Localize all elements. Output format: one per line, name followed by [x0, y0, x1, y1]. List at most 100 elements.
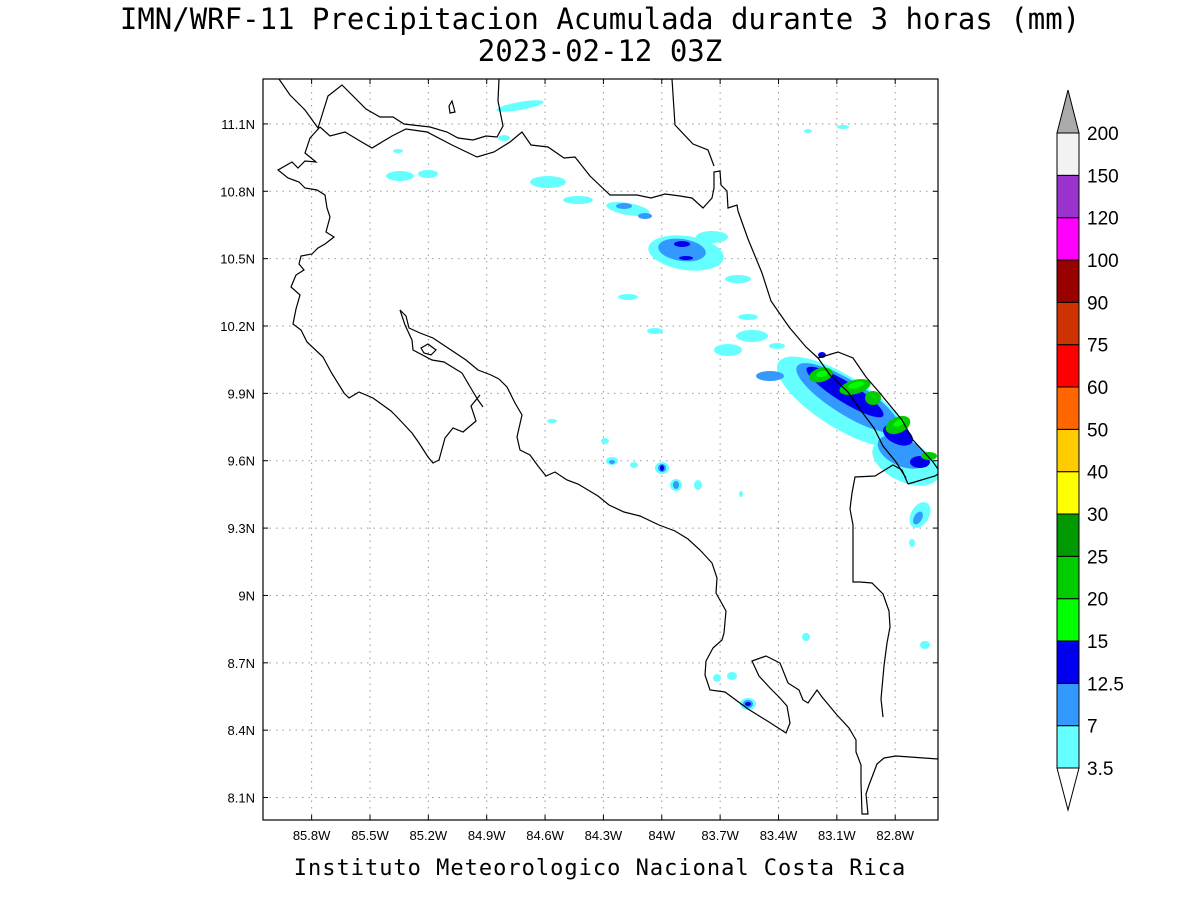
precip-area [616, 203, 632, 209]
colorbar-swatch [1056, 259, 1080, 303]
lon-tick-label: 85.5W [351, 828, 389, 843]
colorbar-swatch [1056, 344, 1080, 388]
lat-tick-label: 9.9N [228, 386, 255, 401]
coastline-borders [276, 79, 938, 815]
colorbar-level-label: 120 [1087, 209, 1119, 230]
precip-area [848, 381, 864, 389]
colorbar-swatch [1056, 555, 1080, 600]
colorbar-level-label: 100 [1087, 251, 1119, 272]
colorbar-swatch [1056, 174, 1080, 219]
precip-area [804, 129, 812, 133]
precip-area [609, 460, 615, 464]
coastline [653, 79, 715, 167]
country-border [849, 464, 909, 718]
precip-area [696, 231, 728, 243]
precip-area [738, 314, 758, 320]
country-border [817, 357, 907, 479]
precip-area [837, 125, 849, 129]
precip-area [893, 419, 905, 427]
lon-tick-label: 85.8W [293, 828, 331, 843]
precip-area [909, 539, 915, 547]
colorbar-swatch [1056, 428, 1080, 473]
country-border [907, 473, 938, 485]
country-border [319, 126, 739, 212]
colorbar: 3.5 7 12.5 15 20 25 30 40 50 60 75 90 100 120 150 200 [1056, 89, 1124, 812]
island [448, 99, 456, 114]
colorbar-level-label: 60 [1087, 378, 1108, 399]
colorbar-swatch [1056, 301, 1080, 346]
lat-tick-label: 8.7N [228, 656, 255, 671]
colorbar-swatch [1056, 640, 1080, 684]
precip-area [713, 674, 721, 682]
colorbar-level-label: 7 [1087, 717, 1098, 738]
colorbar-level-label: 50 [1087, 420, 1108, 441]
coastline [399, 309, 484, 408]
coastline [498, 378, 938, 815]
precip-area [694, 480, 702, 490]
lat-tick-label: 9.6N [228, 454, 255, 469]
colorbar-level-label: 150 [1087, 166, 1119, 187]
coastline [278, 79, 504, 141]
precip-area [658, 238, 706, 262]
precip-area [630, 462, 638, 468]
colorbar-swatch [1056, 386, 1080, 430]
colorbar-level-label: 40 [1087, 463, 1108, 484]
colorbar-swatch [1056, 682, 1080, 727]
precip-area [674, 241, 690, 247]
precip-area [756, 371, 784, 381]
precip-area [618, 294, 638, 300]
precip-area [496, 100, 544, 112]
footer-credit: Instituto Meteorologico Nacional Costa R… [293, 856, 907, 881]
colorbar-swatch [1056, 513, 1080, 557]
colorbar-level-label: 12.5 [1087, 674, 1124, 695]
colorbar-level-label: 90 [1087, 293, 1108, 314]
precip-area [725, 275, 751, 283]
colorbar-over-arrow [1056, 89, 1080, 134]
precip-area [547, 419, 557, 423]
lat-tick-label: 10.5N [220, 252, 255, 267]
lat-tick-label: 10.2N [220, 319, 255, 334]
map-subtitle-date: 2023-02-12 03Z [477, 34, 723, 68]
precip-area [921, 452, 937, 460]
precipitation-field [386, 100, 938, 710]
colorbar-under-arrow [1056, 767, 1080, 812]
precip-area [727, 672, 737, 680]
lat-tick-label: 11.1N [221, 117, 255, 132]
precip-area [660, 465, 664, 471]
precip-area [386, 171, 414, 181]
precip-area [679, 256, 693, 260]
lon-tick-label: 83.7W [701, 828, 739, 843]
colorbar-level-label: 200 [1087, 124, 1119, 145]
colorbar-level-label: 75 [1087, 336, 1108, 357]
lat-tick-label: 8.4N [228, 723, 255, 738]
map-axis-ticks: 85.8W 85.5W 85.2W 84.9W 84.6W 84.3W 84W 83.7W 83… [220, 79, 938, 843]
precip-area [638, 213, 652, 219]
precip-area [802, 633, 810, 641]
precip-area [647, 328, 663, 334]
lon-tick-label: 84.6W [526, 828, 564, 843]
lat-tick-label: 8.1N [228, 791, 255, 806]
precip-area [865, 391, 881, 405]
lon-tick-label: 85.2W [410, 828, 448, 843]
lon-tick-label: 84.3W [585, 828, 623, 843]
lat-tick-label: 9.3N [228, 521, 255, 536]
precip-area [736, 330, 768, 342]
coastline [817, 351, 938, 470]
precip-area [393, 149, 403, 153]
colorbar-swatch [1056, 217, 1080, 261]
lon-tick-label: 82.8W [876, 828, 914, 843]
colorbar-level-label: 20 [1087, 590, 1108, 611]
coastline [399, 309, 500, 380]
colorbar-level-label: 25 [1087, 547, 1108, 568]
lat-tick-label: 10.8N [220, 184, 255, 199]
colorbar-level-label: 30 [1087, 505, 1108, 526]
coastline [737, 210, 819, 359]
precip-area [418, 170, 438, 178]
map-gridlines [263, 79, 938, 820]
precip-area [601, 438, 609, 444]
precip-area [816, 370, 828, 378]
colorbar-swatch [1056, 471, 1080, 515]
precip-area [498, 135, 510, 141]
lon-tick-label: 83.4W [760, 828, 798, 843]
